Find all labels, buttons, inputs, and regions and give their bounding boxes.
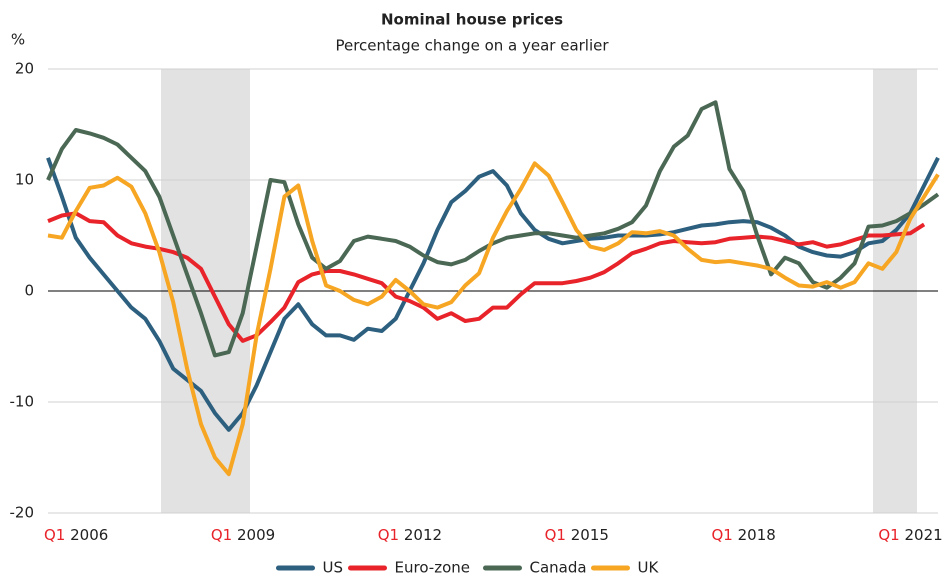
y-tick-label: -20: [10, 504, 35, 522]
y-tick-label: 20: [15, 60, 34, 78]
data-line: [46, 156, 940, 432]
x-tick-label: Q1 2012: [378, 526, 442, 544]
y-tick-label: 10: [15, 171, 34, 189]
x-tick-label: Q1 2018: [712, 526, 776, 544]
data-line: [47, 211, 926, 343]
chart-title: Nominal house prices: [381, 11, 563, 29]
legend-label: Euro-zone: [395, 559, 470, 577]
legend: US Euro-zone Canada UK: [276, 559, 660, 577]
y-tick-label: 0: [24, 282, 34, 300]
y-tick-label: -10: [10, 393, 35, 411]
x-tick-label: Q1 2021: [878, 526, 942, 544]
x-tick-label: Q1 2009: [211, 526, 275, 544]
x-tick-label: Q1 2015: [545, 526, 609, 544]
data-line: [46, 100, 940, 358]
x-tick-label: Q1 2006: [44, 526, 108, 544]
y-axis-label: %: [11, 31, 25, 49]
chart-subtitle: Percentage change on a year earlier: [335, 37, 609, 55]
data-line: [47, 161, 940, 477]
legend-label: Canada: [530, 559, 587, 577]
legend-label: UK: [638, 559, 660, 577]
legend-label: US: [323, 559, 344, 577]
